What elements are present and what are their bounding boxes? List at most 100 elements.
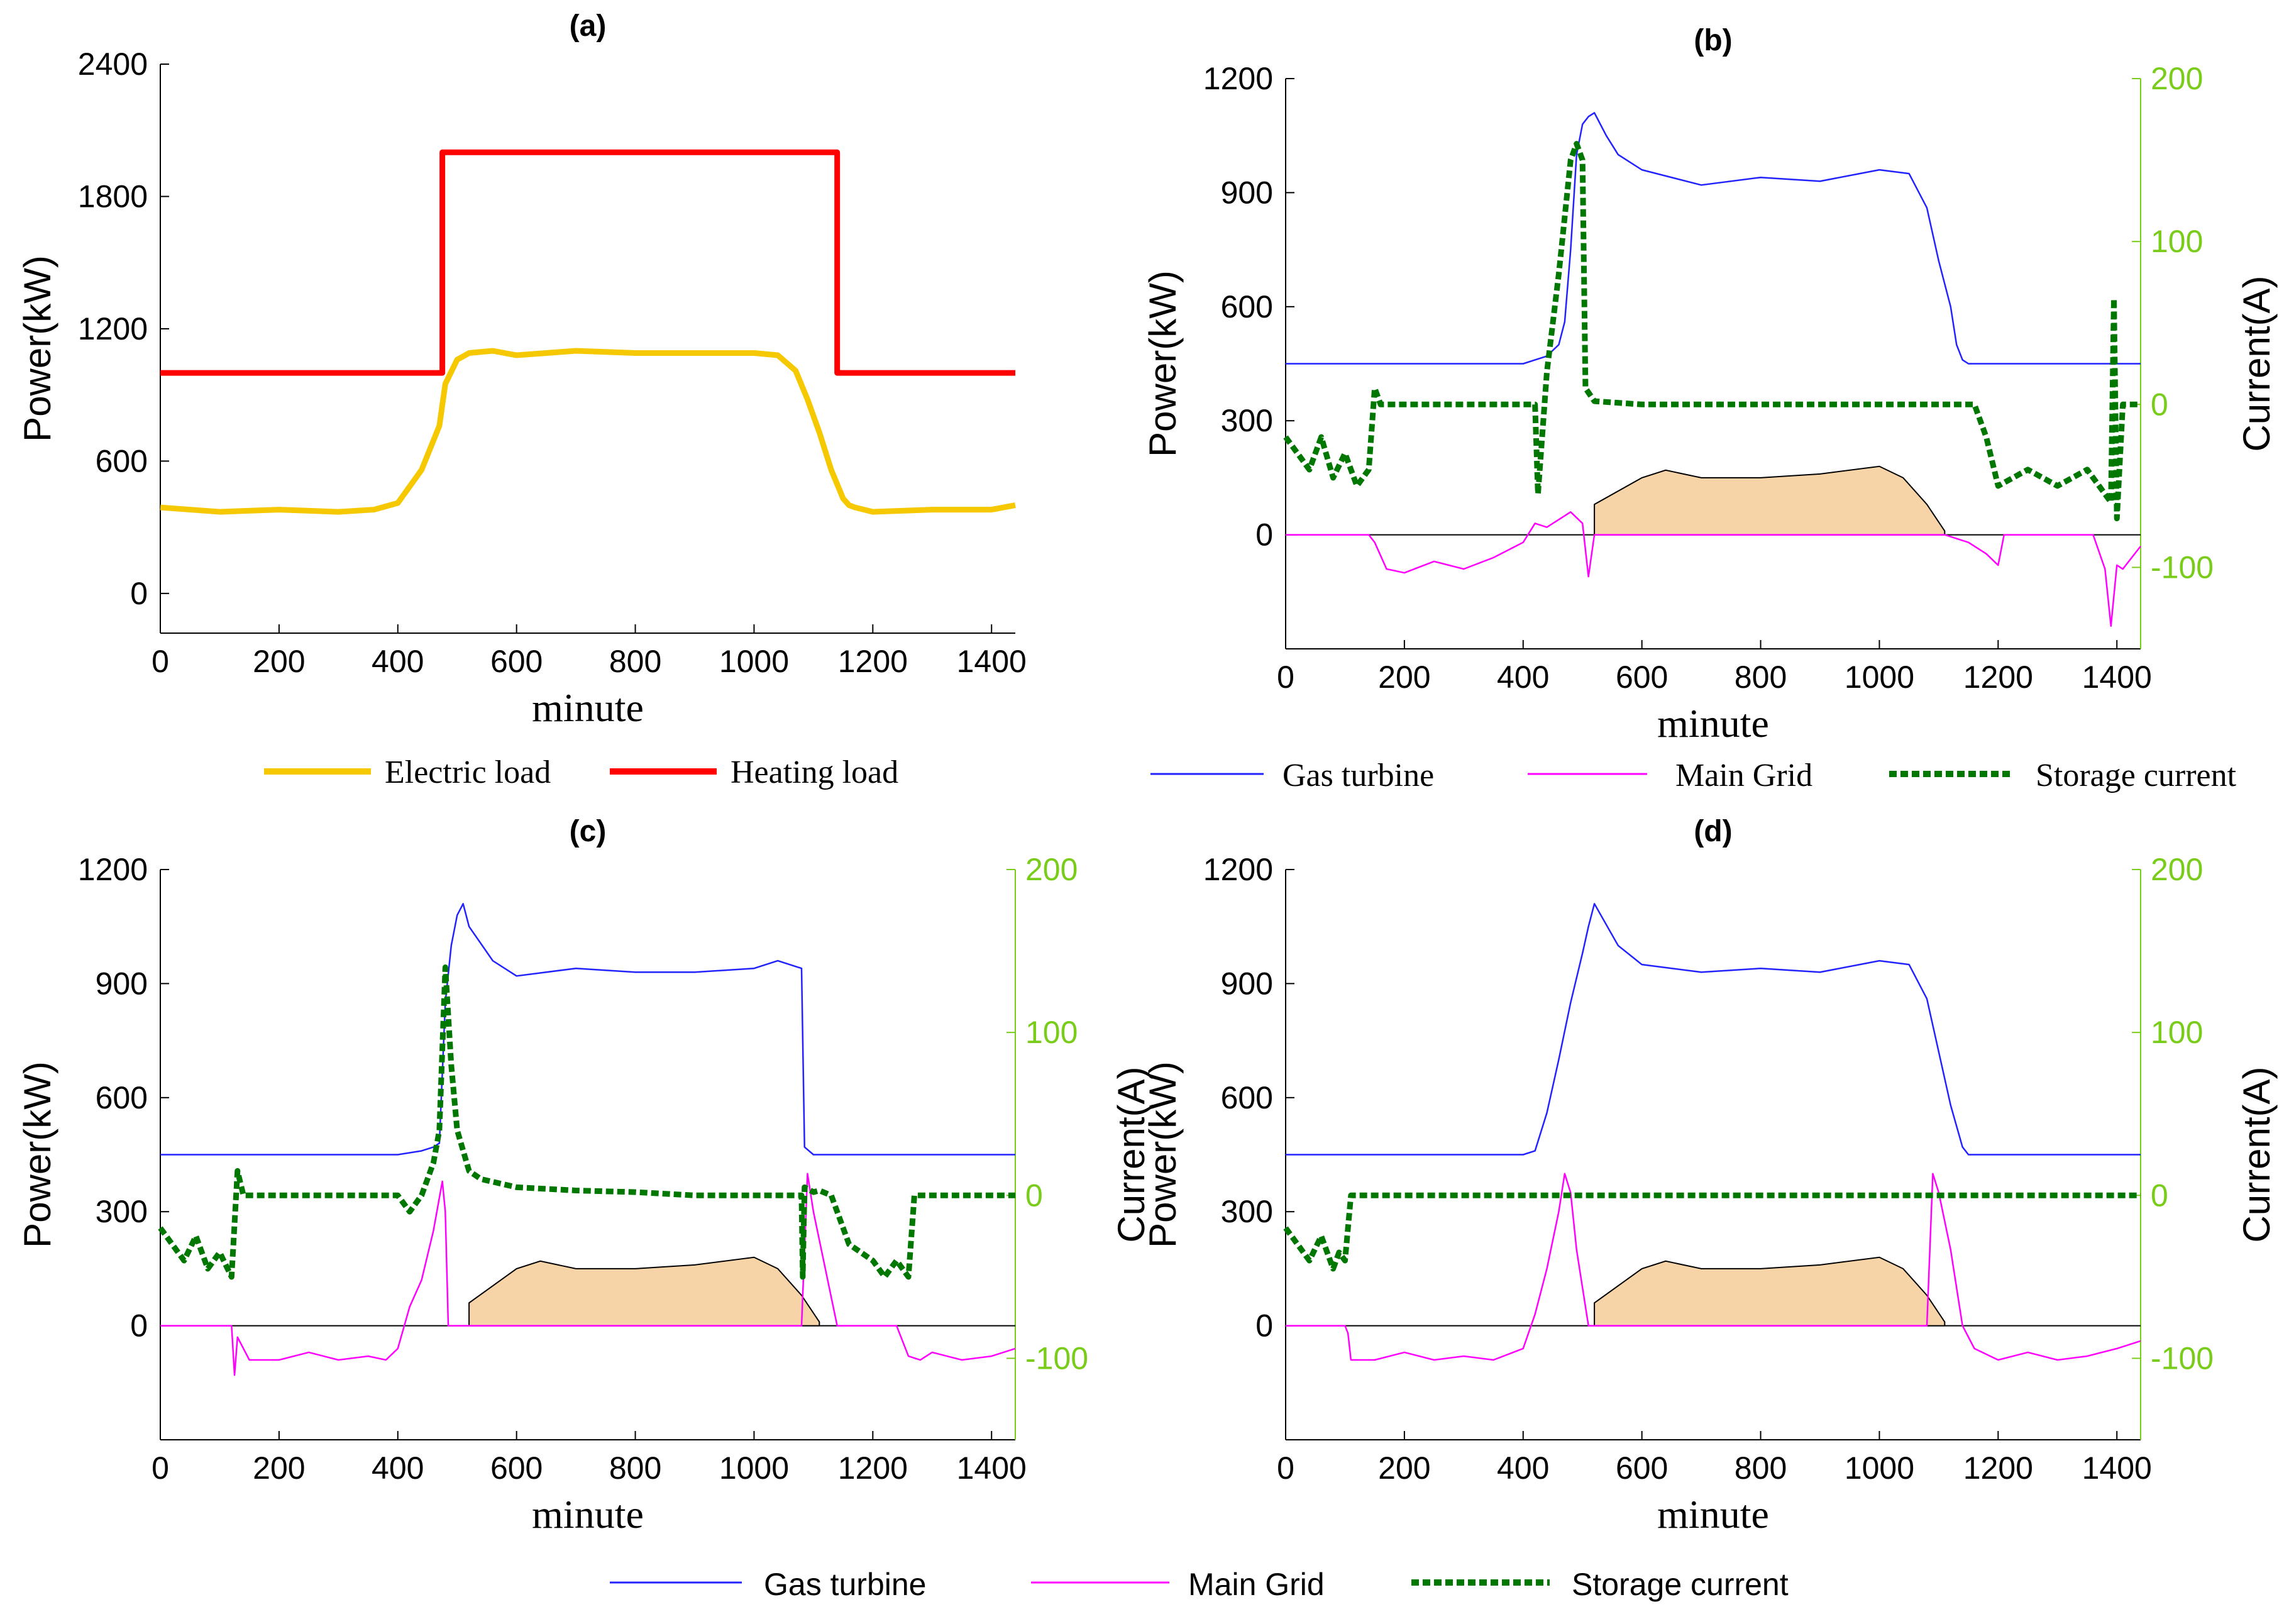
x-tick-label: 200 bbox=[253, 644, 305, 679]
storage-area bbox=[468, 1256, 820, 1327]
y-tick-label: 1200 bbox=[78, 852, 148, 887]
x-tick-label: 0 bbox=[152, 644, 169, 679]
x-tick-label: 400 bbox=[1497, 1450, 1549, 1486]
y2-tick-label: 100 bbox=[2151, 224, 2203, 259]
y-tick-label: 1200 bbox=[78, 311, 148, 346]
x-tick-label: 400 bbox=[1497, 660, 1549, 695]
y2-axis-label: Current(A) bbox=[2236, 1066, 2278, 1242]
y-tick-label: 0 bbox=[1255, 1308, 1273, 1344]
y-tick-label: 1800 bbox=[78, 179, 148, 214]
x-tick-label: 1400 bbox=[2082, 1450, 2152, 1486]
x-tick-label: 200 bbox=[253, 1450, 305, 1486]
y-tick-label: 600 bbox=[1221, 289, 1273, 324]
x-tick-label: 0 bbox=[1277, 660, 1294, 695]
panel-b: 0 200 400 600 800 1000 1200 140003006009001200-… bbox=[1142, 24, 2278, 746]
y2-tick-label: 0 bbox=[1025, 1178, 1043, 1213]
y2-tick-label: 200 bbox=[1025, 852, 1078, 887]
x-tick-label: 800 bbox=[609, 644, 661, 679]
series-gas bbox=[1286, 903, 2141, 1156]
series-gas bbox=[160, 903, 1015, 1156]
y-tick-label: 1200 bbox=[1203, 61, 1273, 96]
x-tick-label: 1400 bbox=[957, 644, 1027, 679]
x-tick-label: 1200 bbox=[1963, 1450, 2033, 1486]
y2-tick-label: 200 bbox=[2151, 852, 2203, 887]
x-tick-label: 1200 bbox=[838, 644, 908, 679]
y-tick-label: 900 bbox=[1221, 966, 1273, 1001]
y2-axis-label: Current(A) bbox=[2236, 275, 2278, 451]
series-storage bbox=[158, 964, 1015, 1280]
legend-cd: Gas turbine Main Grid Storage current bbox=[610, 1567, 1789, 1602]
x-tick-label: 0 bbox=[152, 1450, 169, 1486]
x-tick-label: 800 bbox=[1735, 1450, 1787, 1486]
x-tick-label: 1400 bbox=[2082, 660, 2152, 695]
x-tick-label: 1400 bbox=[957, 1450, 1027, 1486]
y2-tick-label: -100 bbox=[2151, 550, 2214, 585]
y-tick-label: 0 bbox=[130, 576, 148, 611]
x-tick-label: 0 bbox=[1277, 1450, 1294, 1486]
y-tick-label: 900 bbox=[1221, 175, 1273, 210]
x-tick-label: 1000 bbox=[719, 1450, 789, 1486]
legend-storage-label: Storage current bbox=[2036, 758, 2237, 793]
x-tick-label: 600 bbox=[490, 1450, 543, 1486]
x-axis-label: minute bbox=[1657, 1492, 1769, 1537]
panel-a: 0 200 400 600 800 1000 1200 1400 0 600 1200 1800 240… bbox=[16, 9, 1027, 730]
legend-grid-label: Main Grid bbox=[1675, 758, 1812, 793]
x-axis-label: minute bbox=[532, 685, 644, 730]
x-tick-label: 400 bbox=[372, 1450, 424, 1486]
legend-gas-label: Gas turbine bbox=[1282, 758, 1434, 793]
y-tick-label: 300 bbox=[1221, 403, 1273, 438]
y2-tick-label: -100 bbox=[1025, 1340, 1088, 1376]
series-grid bbox=[1286, 511, 2141, 627]
x-tick-label: 600 bbox=[1616, 660, 1668, 695]
x-axis-label: minute bbox=[1657, 701, 1769, 746]
storage-area bbox=[1594, 465, 1946, 536]
y2-tick-label: -100 bbox=[2151, 1340, 2214, 1376]
series-storage bbox=[1283, 1192, 2141, 1272]
y-tick-label: 300 bbox=[96, 1194, 148, 1229]
y-tick-label: 2400 bbox=[78, 47, 148, 82]
x-tick-label: 800 bbox=[609, 1450, 661, 1486]
y-axis-label: Power(kW) bbox=[16, 255, 58, 442]
x-tick-label: 1000 bbox=[1845, 660, 1914, 695]
y-axis-label: Power(kW) bbox=[16, 1061, 58, 1248]
y-tick-label: 600 bbox=[1221, 1080, 1273, 1115]
x-tick-label: 200 bbox=[1378, 1450, 1430, 1486]
legend-heating-label: Heating load bbox=[731, 754, 898, 790]
series-gas bbox=[1286, 112, 2141, 365]
panel-d: 0 200 400 600 800 1000 1200 140003006009001200-… bbox=[1142, 815, 2278, 1537]
panel-c: 0 200 400 600 800 1000 1200 140003006009001200-… bbox=[16, 815, 1152, 1537]
storage-area bbox=[1594, 1256, 1946, 1327]
y-axis-label: Power(kW) bbox=[1142, 1061, 1184, 1248]
y-tick-label: 1200 bbox=[1203, 852, 1273, 887]
y-tick-label: 600 bbox=[96, 1080, 148, 1115]
legend-a: Electric load Heating load bbox=[264, 754, 898, 790]
x-tick-label: 1000 bbox=[719, 644, 789, 679]
y2-tick-label: 100 bbox=[2151, 1015, 2203, 1050]
x-tick-label: 200 bbox=[1378, 660, 1430, 695]
chart-title: (a) bbox=[570, 9, 607, 43]
y2-tick-label: 0 bbox=[2151, 1178, 2168, 1213]
y2-tick-label: 100 bbox=[1025, 1015, 1078, 1050]
x-tick-label: 1200 bbox=[838, 1450, 908, 1486]
y-axis-label: Power(kW) bbox=[1142, 270, 1184, 457]
x-tick-label: 1000 bbox=[1845, 1450, 1914, 1486]
chart-title: (c) bbox=[570, 815, 607, 848]
y-tick-label: 0 bbox=[130, 1308, 148, 1344]
y2-axis-label: Current(A) bbox=[1110, 1066, 1152, 1242]
series-grid bbox=[160, 1173, 1016, 1376]
y-tick-label: 600 bbox=[96, 443, 148, 478]
legend-grid-label-cd: Main Grid bbox=[1188, 1567, 1325, 1602]
x-tick-label: 600 bbox=[490, 644, 543, 679]
y2-tick-label: 0 bbox=[2151, 387, 2168, 422]
x-tick-label: 600 bbox=[1616, 1450, 1668, 1486]
x-axis-label: minute bbox=[532, 1492, 644, 1537]
x-tick-label: 400 bbox=[372, 644, 424, 679]
series-storage bbox=[1283, 141, 2141, 522]
series-heating bbox=[160, 149, 1015, 376]
y-tick-label: 300 bbox=[1221, 1194, 1273, 1229]
y-tick-label: 900 bbox=[96, 966, 148, 1001]
y-tick-label: 0 bbox=[1255, 517, 1273, 553]
legend-b: Gas turbine Main Grid Storage current bbox=[1150, 758, 2237, 793]
legend-gas-label-cd: Gas turbine bbox=[764, 1567, 926, 1602]
